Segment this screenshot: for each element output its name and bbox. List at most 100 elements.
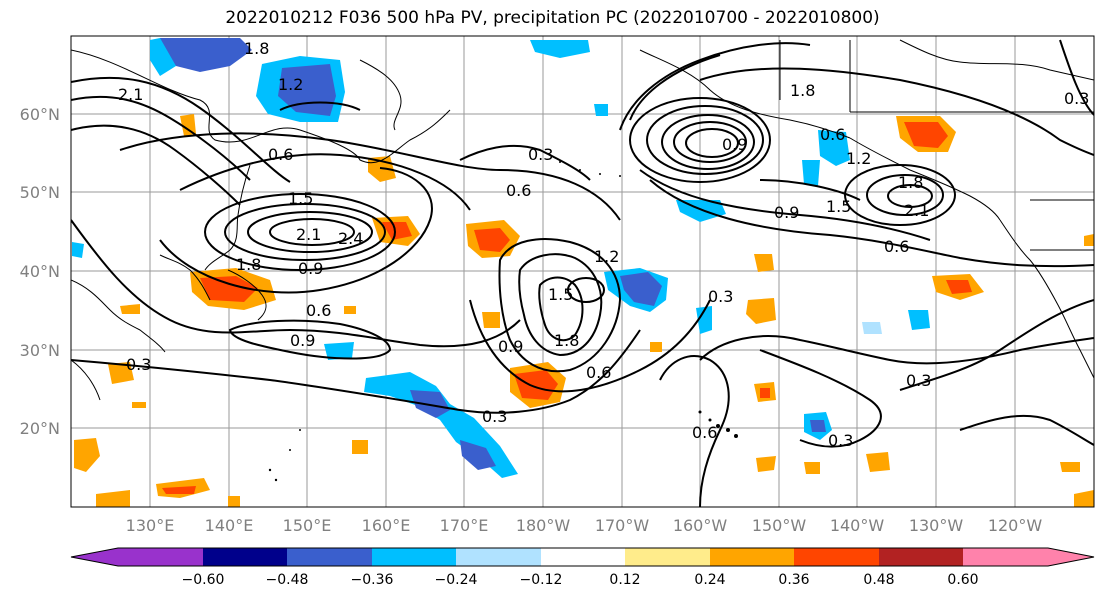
longitude-labels: 130°E 140°E 150°E 160°E 170°E 180°W 170°… [126, 516, 1043, 535]
precip-patch [802, 160, 820, 186]
contour-label: 0.6 [692, 423, 717, 442]
contour-label: 1.8 [898, 173, 923, 192]
precip-patch [228, 496, 240, 507]
precip-patch [946, 280, 972, 294]
precip-patch [818, 130, 850, 166]
colorbar-segment [879, 548, 963, 566]
contour-label: 0.3 [1064, 89, 1089, 108]
precip-patch [620, 272, 662, 306]
contour-label: 0.9 [290, 331, 315, 350]
precip-patch [120, 304, 140, 314]
colorbar-tick-label: −0.12 [520, 572, 563, 588]
lat-label: 40°N [20, 262, 60, 281]
colorbar-segment [963, 548, 1048, 566]
precip-patch [804, 462, 820, 474]
colorbar-tick-label: 0.48 [863, 572, 894, 588]
precip-patch [344, 306, 356, 314]
colorbar-tick-label: 0.12 [609, 572, 640, 588]
colorbar-tick-label: 0.24 [694, 572, 725, 588]
precip-patch [460, 440, 496, 470]
colorbar-segment [372, 548, 456, 566]
precip-negative-patches [72, 38, 930, 478]
precip-positive-patches [74, 114, 1094, 507]
precip-patch [108, 362, 134, 384]
precip-patch [514, 370, 558, 400]
contour-label: 0.9 [774, 203, 799, 222]
precip-patch [324, 342, 354, 360]
lon-label: 120°W [988, 516, 1043, 535]
precip-patch [810, 420, 826, 432]
contour-label: 0.3 [828, 431, 853, 450]
contour-label: 1.8 [790, 81, 815, 100]
contour-label: 1.5 [548, 285, 573, 304]
colorbar-segment [118, 548, 203, 566]
contour-label: 0.6 [884, 237, 909, 256]
lon-label: 140°E [205, 516, 254, 535]
precip-patch [132, 402, 146, 408]
contour-label: 0.9 [722, 135, 747, 154]
lon-label: 160°E [362, 516, 411, 535]
contour-label: 1.2 [846, 149, 871, 168]
contour-label: 0.3 [528, 145, 553, 164]
contour-label: 2.1 [118, 85, 143, 104]
precip-patch [74, 438, 100, 472]
contour-label: 2.4 [338, 229, 363, 248]
colorbar-segment [710, 548, 794, 566]
contour-label: 2.1 [904, 201, 929, 220]
precip-patch [96, 490, 130, 507]
precip-patch [696, 306, 712, 334]
contour-label: 1.8 [236, 255, 261, 274]
precip-patch [862, 322, 882, 334]
precip-patch [908, 310, 930, 330]
precip-patch [754, 254, 774, 272]
lat-label: 30°N [20, 341, 60, 360]
lon-label: 130°W [909, 516, 964, 535]
precip-patch [530, 40, 590, 58]
colorbar-ticks: −0.60 −0.48 −0.36 −0.24 −0.12 0.12 0.24 … [182, 572, 979, 588]
contour-label: 1.2 [594, 247, 619, 266]
colorbar-tick-label: 0.36 [778, 572, 809, 588]
colorbar-tick-label: −0.36 [351, 572, 394, 588]
lon-label: 140°W [830, 516, 885, 535]
precip-patch [1074, 490, 1094, 507]
contour-label: 0.6 [506, 181, 531, 200]
precip-patch [200, 276, 258, 302]
colorbar-tick-label: −0.60 [182, 572, 225, 588]
map-panel: 1.8 1.2 2.1 0.6 1.5 2.1 2.4 1.8 0.9 0.3 … [70, 35, 1095, 508]
precip-patch [866, 452, 890, 472]
colorbar-tick-label: 0.60 [947, 572, 978, 588]
precip-patch [904, 122, 948, 148]
islands [268, 161, 738, 482]
precip-patch [1060, 462, 1080, 472]
colorbar-segment [203, 548, 287, 566]
lat-label: 60°N [20, 105, 60, 124]
lon-label: 150°W [752, 516, 807, 535]
colorbar-segment [287, 548, 372, 566]
precip-patch [150, 38, 176, 76]
precip-patch [382, 222, 412, 240]
colorbar-segment [541, 548, 625, 566]
pv-contours [71, 39, 1094, 507]
colorbar-extend-low [71, 548, 118, 566]
lon-label: 170°E [440, 516, 489, 535]
contour-label: 0.6 [820, 125, 845, 144]
contour-label: 0.3 [708, 287, 733, 306]
precip-patch [474, 228, 510, 252]
contour-label: 1.5 [288, 189, 313, 208]
contour-label: 1.2 [278, 75, 303, 94]
colorbar-segment [794, 548, 879, 566]
contour-label: 0.3 [906, 371, 931, 390]
lat-label: 20°N [20, 419, 60, 438]
contour-label: 2.1 [296, 225, 321, 244]
colorbar-extend-high [1048, 548, 1094, 566]
colorbar: −0.60 −0.48 −0.36 −0.24 −0.12 0.12 0.24 … [70, 547, 1095, 588]
precip-patch [594, 104, 608, 116]
precip-patch [746, 298, 776, 324]
precip-patch [158, 38, 252, 72]
contour-label: 0.9 [498, 337, 523, 356]
precip-patch [760, 388, 770, 398]
colorbar-tick-label: −0.24 [435, 572, 478, 588]
map-title: 2022010212 F036 500 hPa PV, precipitatio… [225, 8, 880, 28]
lon-label: 150°E [283, 516, 332, 535]
